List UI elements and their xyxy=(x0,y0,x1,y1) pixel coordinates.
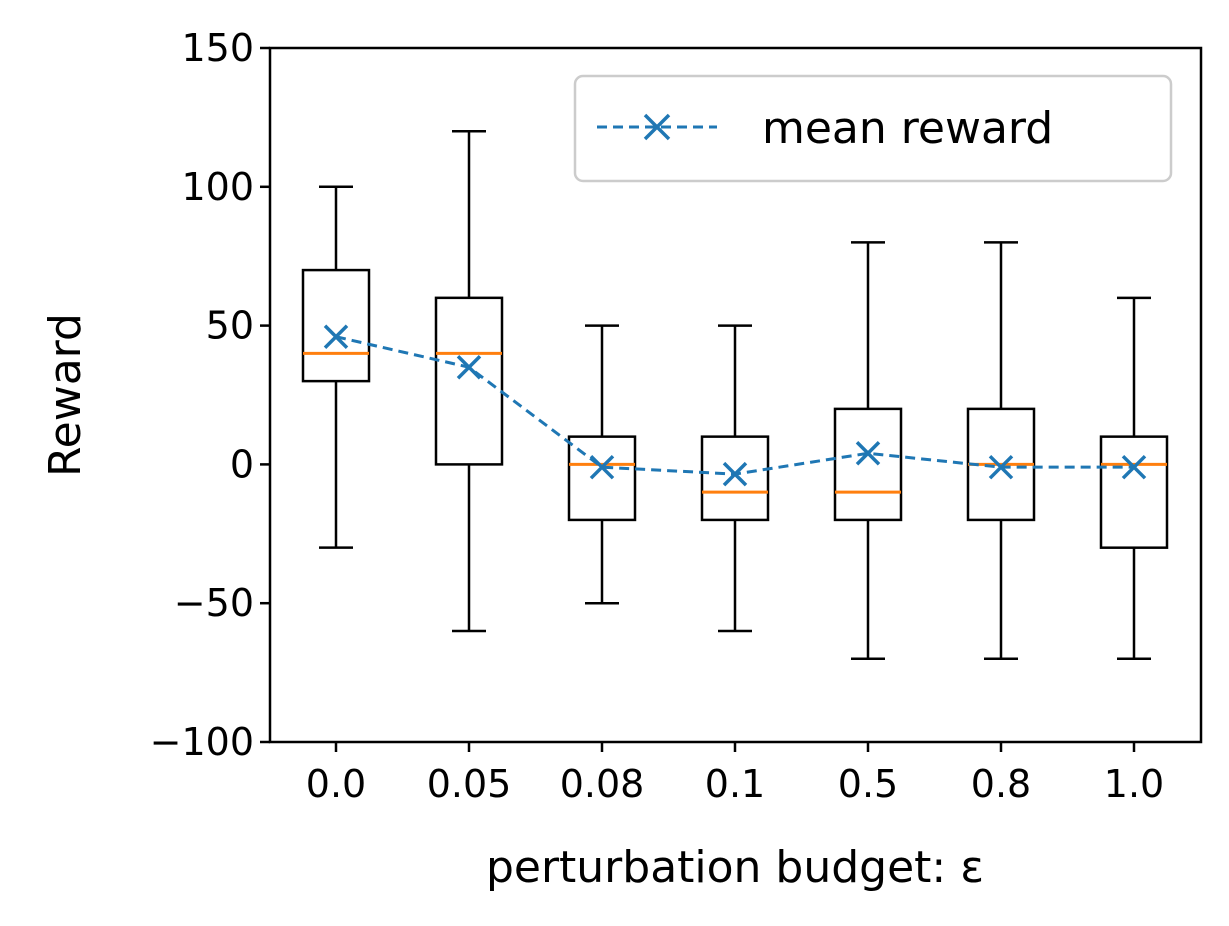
mean-marker-x-icon xyxy=(855,441,881,466)
x-tick-label: 0.0 xyxy=(306,762,366,806)
box-0.8 xyxy=(966,241,1036,660)
iqr-box xyxy=(434,296,504,466)
box-0.1 xyxy=(700,324,770,633)
x-tick-label: 0.5 xyxy=(838,762,898,806)
x-tick-label: 1.0 xyxy=(1104,762,1164,806)
box-0.08 xyxy=(567,324,637,605)
mean-marker-x-icon xyxy=(456,355,482,380)
x-axis-label: perturbation budget: ε xyxy=(486,842,984,893)
y-tick-label: −50 xyxy=(174,581,254,625)
y-tick-label: −100 xyxy=(150,720,254,764)
iqr-box xyxy=(301,268,371,383)
x-axis: 0.0 0.05 0.08 0.1 0.5 0.8 1.0 xyxy=(306,742,1164,806)
mean-marker-x-icon xyxy=(722,461,748,487)
y-tick-label: 100 xyxy=(181,165,254,209)
y-tick-label: 150 xyxy=(181,26,254,70)
x-tick-label: 0.1 xyxy=(705,762,765,806)
iqr-box xyxy=(567,435,637,522)
x-tick-label: 0.05 xyxy=(427,762,512,806)
legend-marker-x-icon xyxy=(643,113,671,141)
box-0.05 xyxy=(434,130,504,633)
plot-area xyxy=(301,130,1169,660)
mean-marker-x-icon xyxy=(1121,454,1147,480)
y-axis-label: Reward xyxy=(40,313,91,477)
legend-box xyxy=(573,74,1173,183)
x-tick-label: 0.08 xyxy=(560,762,645,806)
y-axis: −100 −50 0 50 100 150 xyxy=(150,26,270,764)
y-tick-label: 50 xyxy=(206,304,254,348)
iqr-box xyxy=(833,407,903,522)
mean-marker-x-icon xyxy=(323,324,349,349)
box-1.0 xyxy=(1099,296,1169,660)
box-0.0 xyxy=(301,185,371,549)
iqr-box xyxy=(700,435,770,522)
iqr-box xyxy=(1099,435,1169,549)
box-0.5 xyxy=(833,241,903,660)
legend-label-mean-reward: mean reward xyxy=(762,103,1053,154)
mean-marker-x-icon xyxy=(589,454,615,480)
x-tick-label: 0.8 xyxy=(971,762,1031,806)
mean-marker-x-icon xyxy=(988,454,1014,480)
y-tick-label: 0 xyxy=(230,442,254,486)
legend: mean reward xyxy=(573,74,1173,183)
